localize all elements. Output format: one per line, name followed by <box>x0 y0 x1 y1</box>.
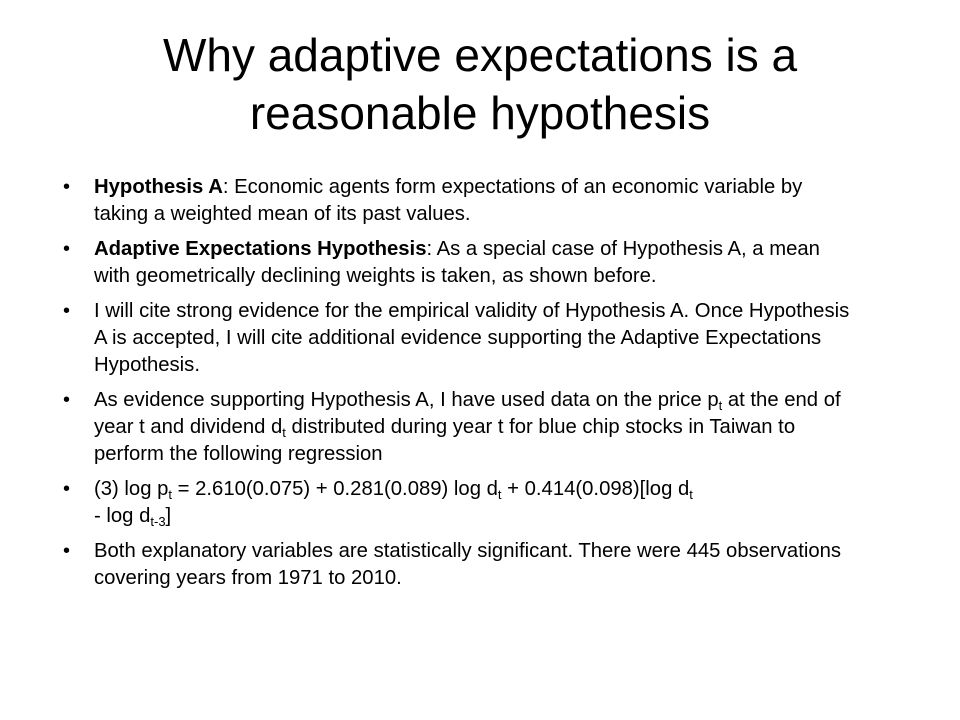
equation-sub-4: t-3 <box>150 514 166 529</box>
bullet-significance-text: Both explanatory variables are statistic… <box>94 540 842 589</box>
bullet-adaptive-expectations-text: : As a special case of Hypothesis A, a m… <box>94 238 820 287</box>
bullet-list: Hypothesis A: Economic agents form expec… <box>60 174 850 600</box>
equation-sub-2: t <box>497 487 502 502</box>
regression-data-text-1: As evidence supporting Hypothesis A, I h… <box>94 389 719 411</box>
bullet-significance: Both explanatory variables are statistic… <box>60 538 850 592</box>
bullet-hypothesis-a-text: : Economic agents form expectations of a… <box>94 176 803 225</box>
regression-data-text-3: distributed during year t for blue chip … <box>94 416 796 465</box>
equation-text-3: + 0.414(0.098)[log d <box>501 478 690 500</box>
bullet-regression-equation: (3) log pt = 2.610(0.075) + 0.281(0.089)… <box>60 476 850 530</box>
bullet-evidence-intro-text: I will cite strong evidence for the empi… <box>94 300 850 376</box>
equation-text-5: ] <box>165 505 172 527</box>
bullet-adaptive-expectations-term: Adaptive Expectations Hypothesis <box>94 238 427 260</box>
regression-data-sub-1: t <box>718 398 723 413</box>
bullet-evidence-intro: I will cite strong evidence for the empi… <box>60 298 850 379</box>
bullet-regression-data: As evidence supporting Hypothesis A, I h… <box>60 387 850 468</box>
slide-title-line-2: reasonable hypothesis <box>249 87 711 139</box>
equation-text-2: = 2.610(0.075) + 0.281(0.089) log d <box>172 478 498 500</box>
bullet-hypothesis-a-term: Hypothesis A <box>94 176 223 198</box>
equation-sub-1: t <box>168 487 173 502</box>
equation-sub-3: t <box>689 487 693 502</box>
regression-data-text-2: at the end of year t and dividend d <box>94 389 841 438</box>
bullet-adaptive-expectations: Adaptive Expectations Hypothesis: As a s… <box>60 236 850 290</box>
equation-text-4: - log d <box>94 505 151 527</box>
slide-title: Why adaptive expectations is a reasonabl… <box>60 26 900 142</box>
equation-text-1: (3) log p <box>94 478 169 500</box>
bullet-hypothesis-a: Hypothesis A: Economic agents form expec… <box>60 174 850 228</box>
slide-title-line-1: Why adaptive expectations is a <box>162 29 798 81</box>
regression-data-sub-2: t <box>282 425 286 440</box>
